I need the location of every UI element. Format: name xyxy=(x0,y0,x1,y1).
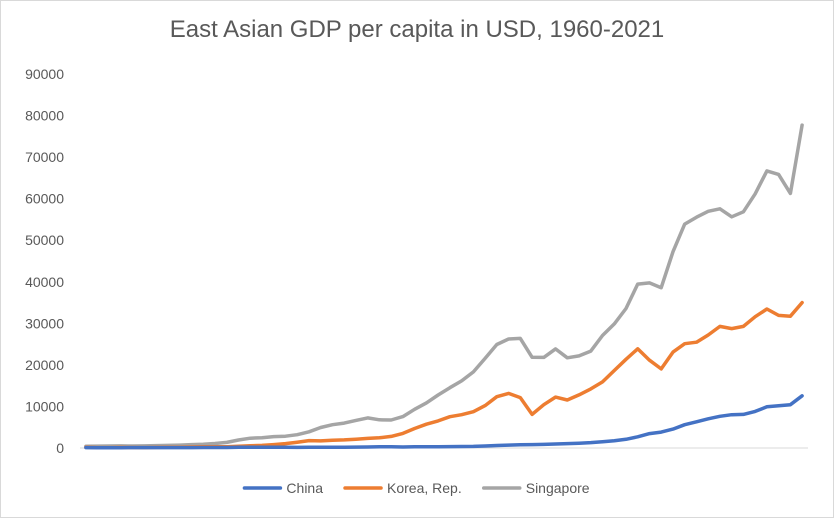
y-tick-label: 20000 xyxy=(25,357,64,373)
legend-label: Singapore xyxy=(526,480,590,496)
y-tick-label: 40000 xyxy=(25,274,64,290)
series-line-korea-rep xyxy=(84,300,804,450)
chart-title: East Asian GDP per capita in USD, 1960-2… xyxy=(169,16,665,43)
y-tick-label: 0 xyxy=(56,440,64,456)
y-tick-label: 90000 xyxy=(25,66,64,82)
y-tick-label: 50000 xyxy=(25,232,64,248)
legend: China Korea, Rep. Singapore xyxy=(242,480,590,496)
legend-label: Korea, Rep. xyxy=(387,480,462,496)
y-tick-label: 70000 xyxy=(25,149,64,165)
y-tick-label: 80000 xyxy=(25,108,64,124)
y-tick-label: 60000 xyxy=(25,191,64,207)
series-lines xyxy=(84,123,804,450)
series-line-china xyxy=(84,394,804,450)
y-tick-label: 30000 xyxy=(25,315,64,331)
y-tick-label: 10000 xyxy=(25,398,64,414)
legend-label: China xyxy=(286,480,323,496)
y-axis-labels: 0 10000 20000 30000 40000 50000 60000 70000 8000… xyxy=(25,66,64,456)
series-line-singapore xyxy=(84,123,804,448)
